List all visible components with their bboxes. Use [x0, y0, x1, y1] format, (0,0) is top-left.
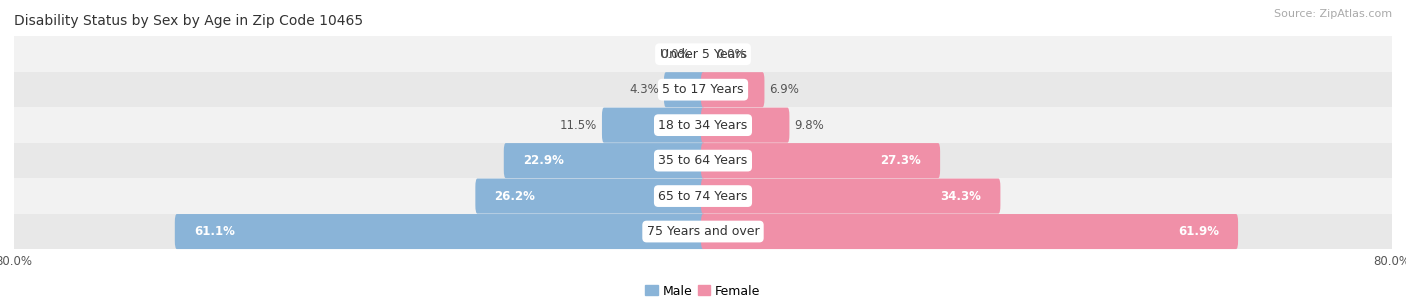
Text: 0.0%: 0.0% [716, 48, 745, 61]
Text: 4.3%: 4.3% [630, 83, 659, 96]
Text: 0.0%: 0.0% [661, 48, 690, 61]
FancyBboxPatch shape [475, 178, 704, 214]
Text: Under 5 Years: Under 5 Years [659, 48, 747, 61]
Text: 27.3%: 27.3% [880, 154, 921, 167]
Text: 61.1%: 61.1% [194, 225, 235, 238]
FancyBboxPatch shape [702, 178, 1001, 214]
Bar [14, 107, 1392, 143]
Text: 75 Years and over: 75 Years and over [647, 225, 759, 238]
Text: 18 to 34 Years: 18 to 34 Years [658, 119, 748, 132]
FancyBboxPatch shape [602, 108, 704, 143]
FancyBboxPatch shape [702, 108, 789, 143]
Text: 61.9%: 61.9% [1178, 225, 1219, 238]
FancyBboxPatch shape [702, 214, 1239, 249]
FancyBboxPatch shape [664, 72, 704, 107]
Bar [14, 143, 1392, 178]
Text: 65 to 74 Years: 65 to 74 Years [658, 190, 748, 202]
Legend: Male, Female: Male, Female [641, 280, 765, 302]
FancyBboxPatch shape [174, 214, 704, 249]
Text: Disability Status by Sex by Age in Zip Code 10465: Disability Status by Sex by Age in Zip C… [14, 14, 363, 28]
Text: 22.9%: 22.9% [523, 154, 564, 167]
Bar [14, 72, 1392, 107]
Text: 34.3%: 34.3% [941, 190, 981, 202]
FancyBboxPatch shape [702, 72, 765, 107]
Bar [14, 178, 1392, 214]
Bar [14, 214, 1392, 249]
Text: 11.5%: 11.5% [560, 119, 598, 132]
Text: 5 to 17 Years: 5 to 17 Years [662, 83, 744, 96]
FancyBboxPatch shape [702, 143, 941, 178]
Text: 9.8%: 9.8% [794, 119, 824, 132]
FancyBboxPatch shape [503, 143, 704, 178]
Text: 35 to 64 Years: 35 to 64 Years [658, 154, 748, 167]
Text: Source: ZipAtlas.com: Source: ZipAtlas.com [1274, 9, 1392, 19]
Bar [14, 36, 1392, 72]
Text: 6.9%: 6.9% [769, 83, 799, 96]
Text: 26.2%: 26.2% [495, 190, 536, 202]
